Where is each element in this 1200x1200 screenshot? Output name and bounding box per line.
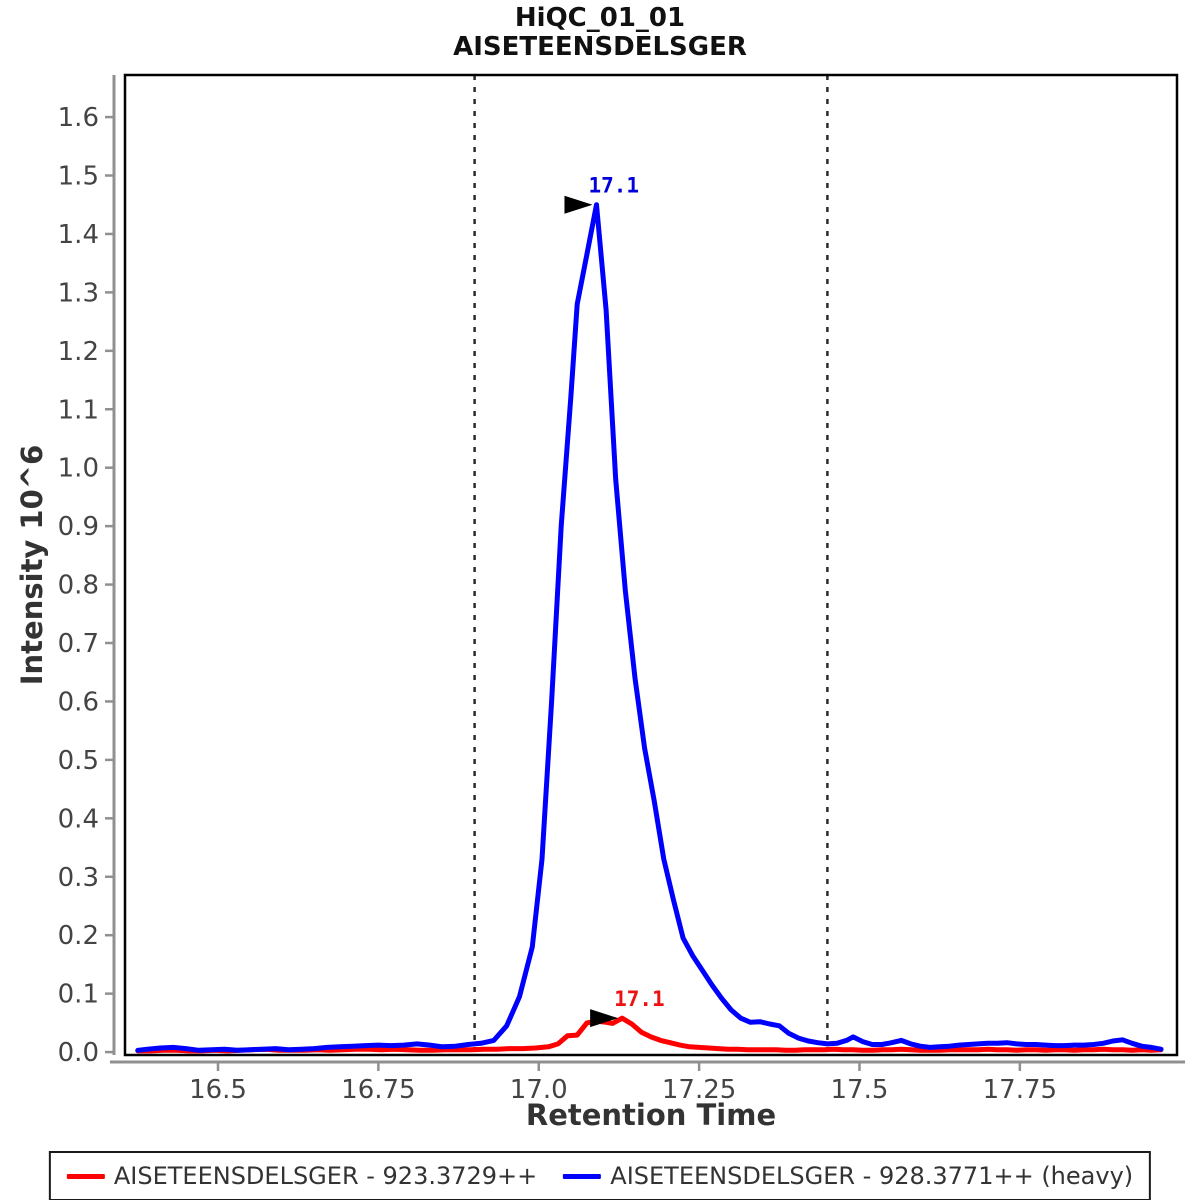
x-tick-label: 17.25: [662, 1075, 736, 1105]
chart-title: HiQC_01_01 AISETEENSDELSGER: [0, 3, 1200, 63]
legend-item-heavy: AISETEENSDELSGER - 928.3771++ (heavy): [563, 1162, 1133, 1190]
x-tick-label: 17.0: [510, 1075, 568, 1105]
x-axis-title: Retention Time: [526, 1098, 776, 1132]
y-tick-label: 0.4: [58, 804, 99, 834]
chromatogram-plot[interactable]: 0.0 0.1 0.2 0.3 0.4 0.5 0.6 0.7 0.8 0.9 1.0 1.1 1.2 1…: [0, 0, 1200, 1145]
peak-arrow-icon: [590, 1009, 619, 1028]
y-tick-label: 0.9: [58, 512, 99, 542]
y-tick-label: 1.0: [58, 454, 99, 484]
legend-item-light: AISETEENSDELSGER - 923.3729++: [66, 1162, 538, 1190]
peak-rt-label: 17.1: [588, 174, 639, 198]
y-tick-label: 0.7: [58, 629, 99, 659]
heavy-trace: [135, 202, 1164, 1053]
legend-label-light: AISETEENSDELSGER - 923.3729++: [113, 1162, 538, 1190]
y-tick-label: 0.2: [58, 921, 99, 951]
legend: AISETEENSDELSGER - 923.3729++ AISETEENSD…: [48, 1151, 1152, 1200]
y-tick-label: 0.3: [58, 863, 99, 893]
legend-swatch-heavy-icon: [563, 1173, 602, 1179]
y-tick-label: 0.0: [58, 1038, 99, 1068]
y-axis-title: Intensity 10^6: [15, 445, 49, 686]
y-tick-label: 1.3: [58, 278, 99, 308]
legend-swatch-light-icon: [66, 1173, 105, 1179]
traces: [135, 202, 1164, 1054]
y-tick-label: 1.1: [58, 395, 99, 425]
chart-title-replicate: HiQC_01_01: [514, 3, 686, 33]
y-tick-label: 0.5: [58, 746, 99, 776]
light-trace: [135, 1015, 1164, 1054]
y-tick-label: 0.1: [58, 980, 99, 1010]
y-tick-label: 1.5: [58, 162, 99, 192]
y-tick-label: 0.6: [58, 687, 99, 717]
y-tick-label: 0.8: [58, 571, 99, 601]
y-tick-label: 1.6: [58, 103, 99, 133]
y-tick-label: 1.2: [58, 337, 99, 367]
peak-arrow-icon: [564, 195, 593, 214]
chart-title-peptide: AISETEENSDELSGER: [453, 32, 747, 63]
x-tick-label: 16.75: [341, 1075, 415, 1105]
peak-annotations: 17.1 17.1: [564, 174, 665, 1028]
x-tick-label: 16.5: [189, 1075, 247, 1105]
plot-border: [123, 73, 1179, 1057]
peak-boundaries: [473, 75, 829, 1055]
y-tick-label: 1.4: [58, 220, 99, 250]
peak-rt-label: 17.1: [614, 987, 665, 1011]
axes: 0.0 0.1 0.2 0.3 0.4 0.5 0.6 0.7 0.8 0.9 1.0 1.1 1.2 1…: [58, 75, 1185, 1105]
legend-label-heavy: AISETEENSDELSGER - 928.3771++ (heavy): [610, 1162, 1134, 1190]
x-tick-label: 17.5: [831, 1075, 889, 1105]
x-tick-label: 17.75: [983, 1075, 1057, 1105]
